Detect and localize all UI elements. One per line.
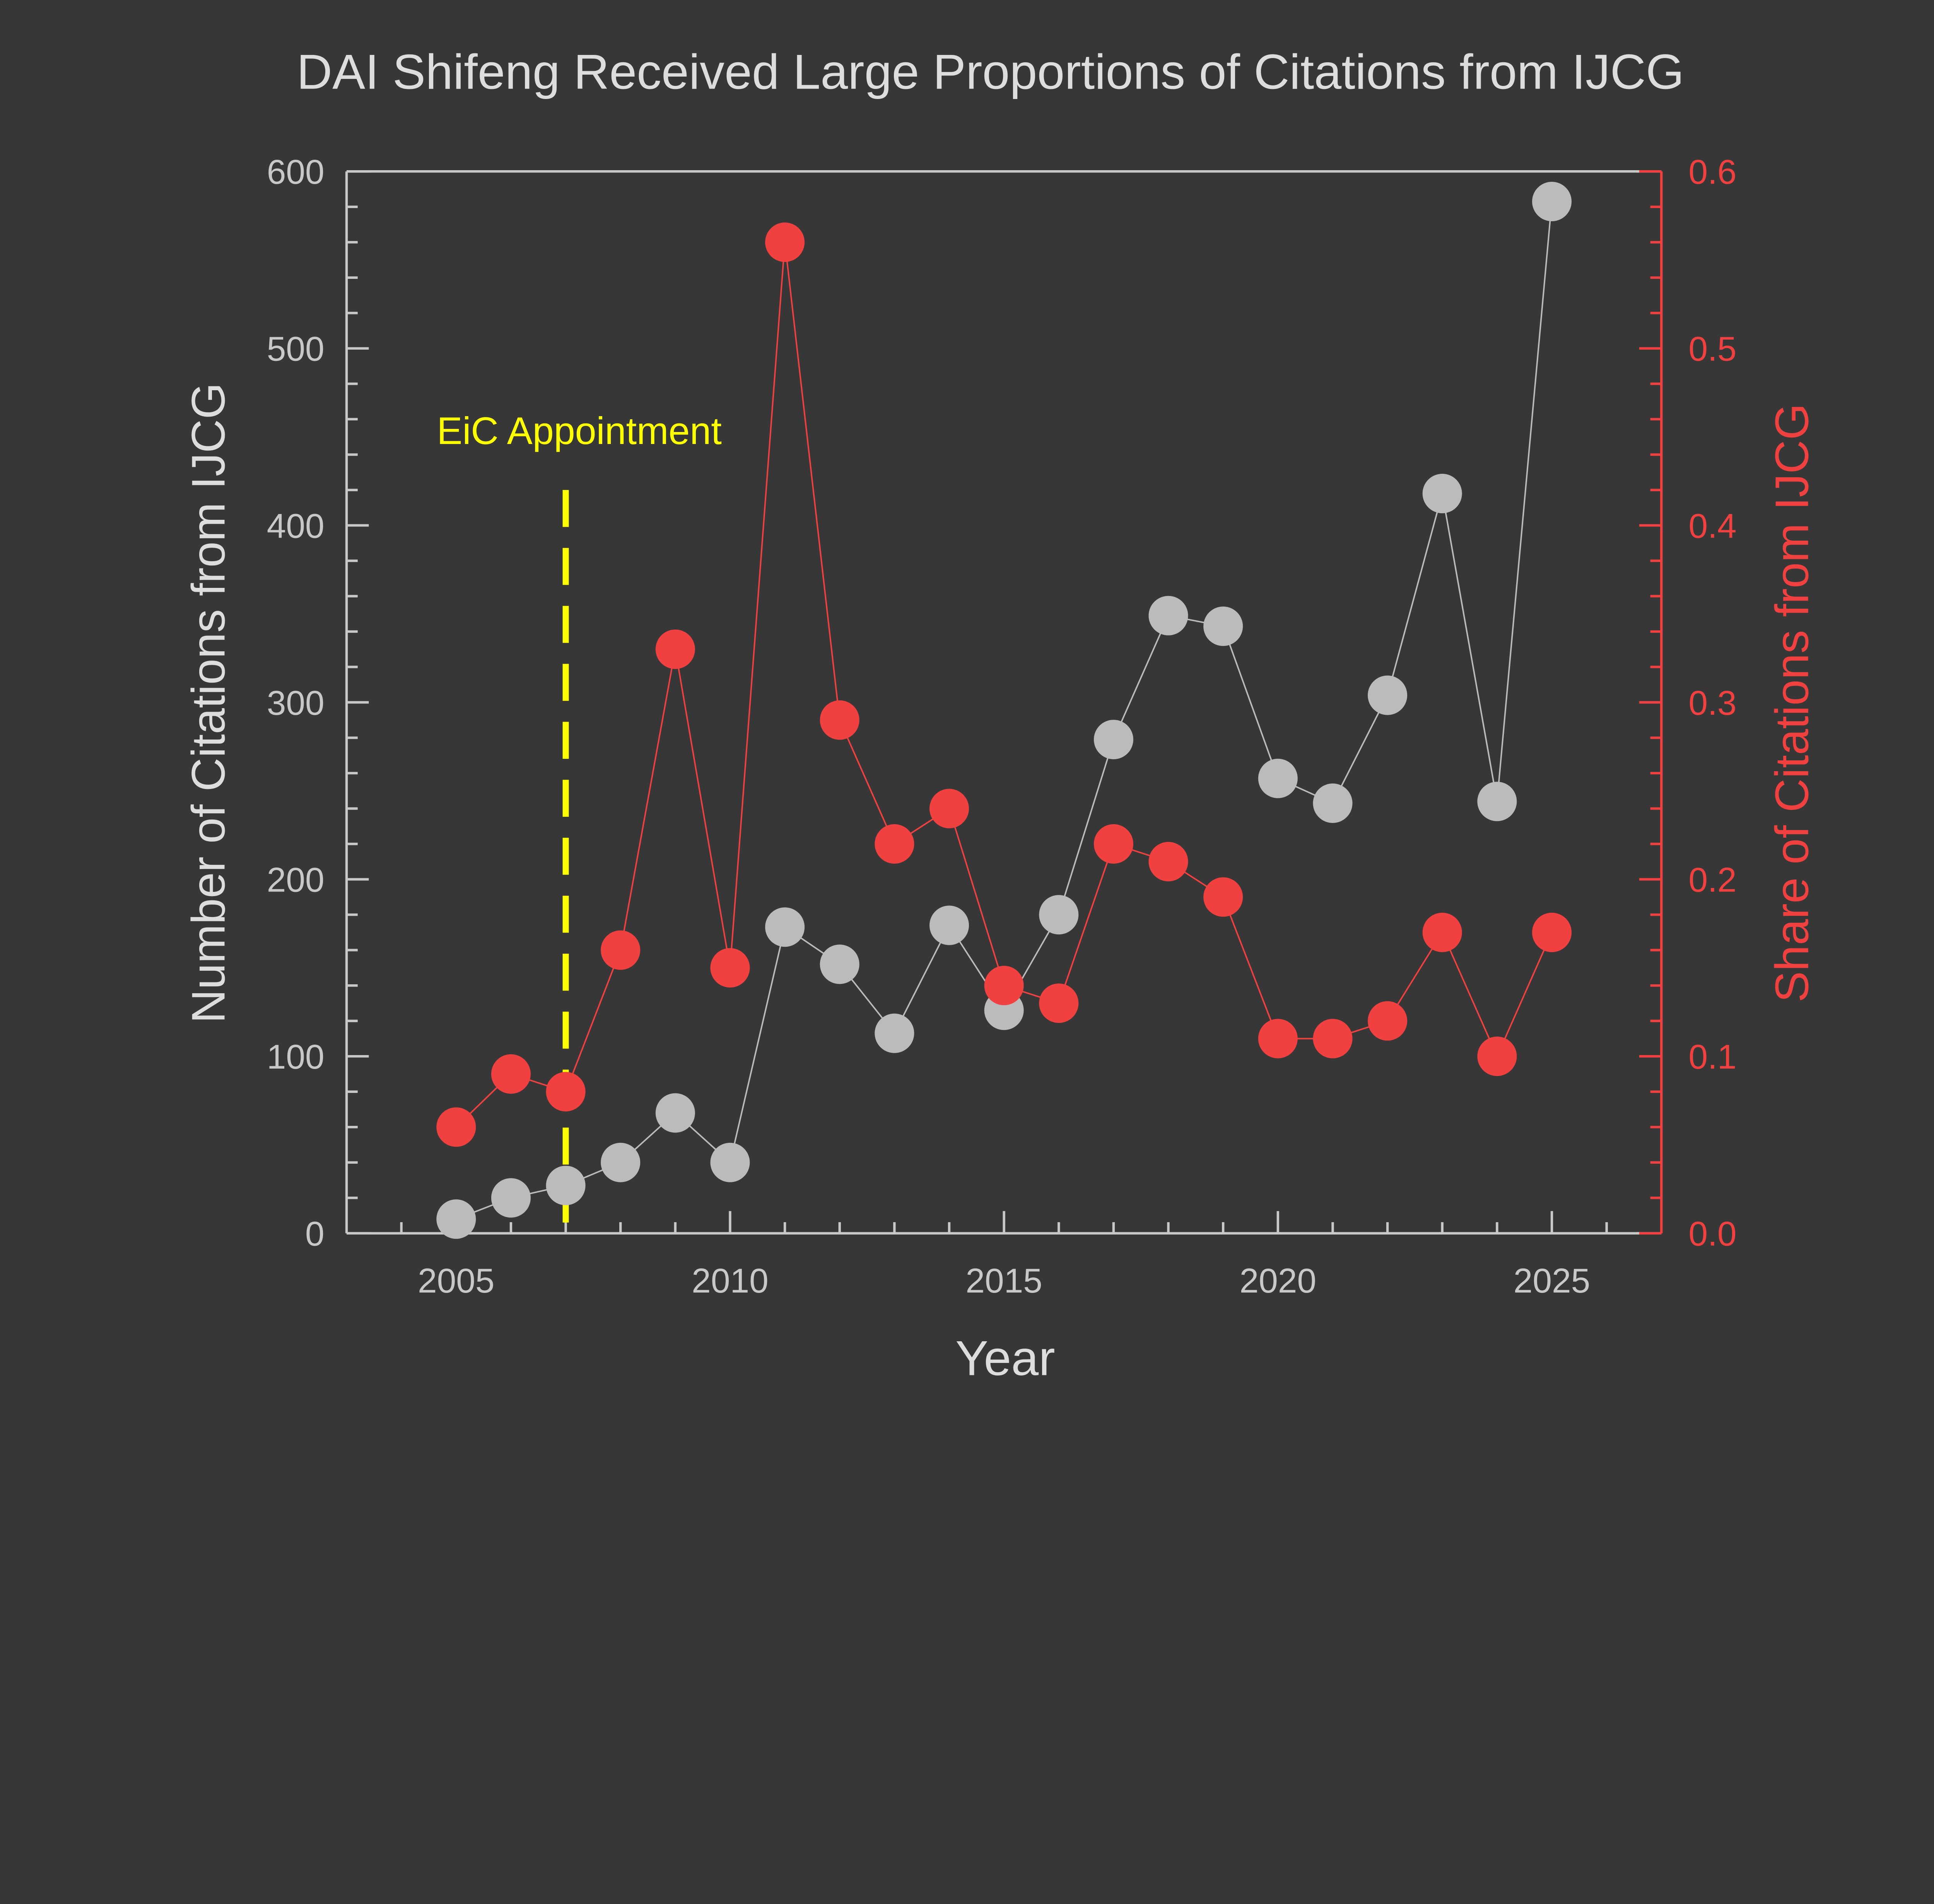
chart: DAI Shifeng Received Large Proportions o… bbox=[0, 0, 1934, 1480]
citations-point bbox=[875, 1013, 914, 1053]
share-point bbox=[1093, 824, 1133, 864]
share-point bbox=[601, 930, 641, 970]
share-point bbox=[1532, 912, 1572, 952]
citations-point bbox=[1148, 596, 1188, 635]
y-left-tick-label: 400 bbox=[267, 506, 325, 545]
share-point bbox=[1422, 912, 1462, 952]
citations-point bbox=[1422, 474, 1462, 514]
citations-point bbox=[546, 1166, 586, 1206]
share-point bbox=[1368, 1001, 1408, 1041]
y-left-tick-label: 100 bbox=[267, 1037, 325, 1076]
x-tick-label: 2025 bbox=[1514, 1261, 1591, 1300]
share-point bbox=[655, 629, 695, 669]
y-right-tick-label: 0.6 bbox=[1688, 152, 1736, 191]
citations-point bbox=[491, 1178, 531, 1218]
x-tick-label: 2005 bbox=[418, 1261, 495, 1300]
citations-point bbox=[710, 1142, 750, 1182]
share-point bbox=[875, 824, 914, 864]
share-point bbox=[436, 1107, 476, 1147]
share-point bbox=[1148, 842, 1188, 881]
share-point bbox=[820, 700, 859, 740]
citations-point bbox=[601, 1142, 641, 1182]
share-point bbox=[1477, 1037, 1517, 1076]
share-point bbox=[1258, 1019, 1298, 1059]
share-point bbox=[1313, 1019, 1353, 1059]
citations-point bbox=[1258, 758, 1298, 798]
y-axis-left-label: Number of Citations from IJCG bbox=[182, 383, 234, 1023]
x-axis-label: Year bbox=[955, 1331, 1055, 1386]
citations-point bbox=[929, 905, 969, 945]
x-tick-label: 2010 bbox=[692, 1261, 769, 1300]
chart-title: DAI Shifeng Received Large Proportions o… bbox=[297, 45, 1684, 100]
share-point bbox=[710, 948, 750, 988]
y-right-tick-label: 0.1 bbox=[1688, 1037, 1736, 1076]
share-point bbox=[765, 222, 805, 262]
citations-point bbox=[1477, 782, 1517, 821]
share-point bbox=[1039, 983, 1079, 1023]
eic-appointment-label: EiC Appointment bbox=[437, 410, 722, 452]
y-left-tick-label: 300 bbox=[267, 683, 325, 722]
y-left-tick-label: 200 bbox=[267, 860, 325, 899]
share-point bbox=[929, 789, 969, 828]
citations-point bbox=[1039, 895, 1079, 935]
citations-point bbox=[765, 907, 805, 947]
share-point bbox=[491, 1054, 531, 1094]
citations-point bbox=[1203, 606, 1243, 646]
background bbox=[0, 0, 1934, 1480]
citations-point bbox=[820, 944, 859, 984]
y-right-tick-label: 0.4 bbox=[1688, 506, 1736, 545]
citations-point bbox=[1532, 182, 1572, 222]
y-left-tick-label: 0 bbox=[305, 1214, 325, 1253]
share-point bbox=[1203, 877, 1243, 917]
y-left-tick-label: 500 bbox=[267, 330, 325, 368]
citations-point bbox=[1368, 675, 1408, 715]
share-point bbox=[546, 1072, 586, 1112]
x-tick-label: 2015 bbox=[965, 1261, 1042, 1300]
y-right-tick-label: 0.0 bbox=[1688, 1214, 1736, 1253]
citations-point bbox=[655, 1093, 695, 1133]
y-right-tick-label: 0.5 bbox=[1688, 330, 1736, 368]
y-right-tick-label: 0.2 bbox=[1688, 860, 1736, 899]
citations-point bbox=[1093, 720, 1133, 760]
y-axis-right-label: Share of Citations from IJCG bbox=[1766, 403, 1818, 1002]
x-tick-label: 2020 bbox=[1240, 1261, 1317, 1300]
y-left-tick-label: 600 bbox=[267, 152, 325, 191]
citations-point bbox=[436, 1199, 476, 1239]
y-right-tick-label: 0.3 bbox=[1688, 683, 1736, 722]
share-point bbox=[984, 966, 1024, 1006]
citations-point bbox=[1313, 783, 1353, 823]
